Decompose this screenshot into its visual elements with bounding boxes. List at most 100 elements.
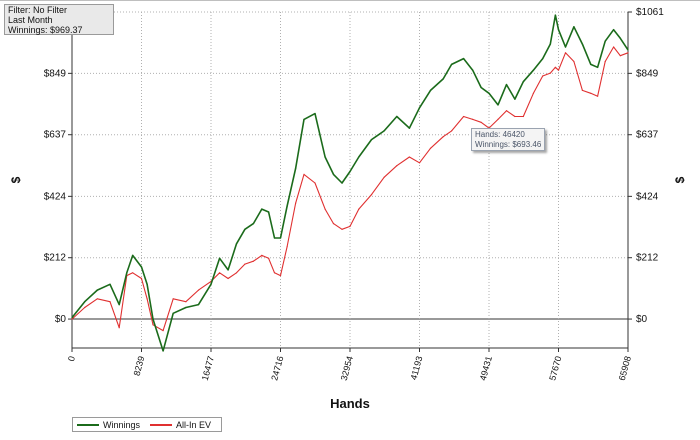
data-point-winnings (261, 208, 263, 210)
data-point-allin-ev (472, 118, 474, 120)
data-point-winnings (619, 37, 621, 39)
data-point-winnings (554, 14, 557, 16)
data-point-allin-ev (349, 225, 351, 227)
data-point-allin-ev (303, 173, 305, 175)
data-point-winnings (383, 130, 385, 132)
data-point-winnings (604, 40, 606, 42)
data-point-allin-ev (324, 208, 326, 210)
data-point-allin-ev (84, 306, 86, 309)
data-point-allin-ev (408, 156, 410, 158)
tooltip-hands: Hands: 46420 (475, 130, 525, 139)
data-point-allin-ev (132, 272, 134, 274)
data-point-winnings (96, 289, 98, 291)
data-point-allin-ev (396, 165, 398, 167)
data-point-winnings (370, 139, 373, 141)
data-point-allin-ev (172, 298, 174, 300)
data-point-winnings (140, 266, 143, 268)
hover-tooltip: Hands: 46420 Winnings: $693.46 (471, 128, 545, 151)
data-point-winnings (442, 78, 444, 80)
y-axis-title-left: $ (9, 176, 23, 183)
data-point-winnings (581, 43, 584, 45)
data-point-winnings (522, 81, 524, 83)
data-point-allin-ev (554, 66, 557, 68)
data-point-winnings (451, 63, 453, 65)
data-point-allin-ev (71, 318, 73, 320)
data-point-winnings (71, 317, 73, 319)
chart-legend: Winnings All-In EV (72, 417, 222, 432)
data-point-winnings (613, 29, 615, 31)
data-point-allin-ev (463, 115, 465, 118)
filter-info-box: Filter: No Filter Last Month Winnings: $… (4, 4, 114, 35)
data-point-winnings (472, 69, 474, 71)
data-point-winnings (118, 304, 120, 306)
data-point-allin-ev (480, 121, 482, 123)
data-point-winnings (408, 127, 410, 129)
period-text: Last Month (8, 15, 53, 25)
data-point-allin-ev (613, 46, 615, 48)
data-point-allin-ev (557, 69, 560, 71)
y-tick-label-left: $637 (44, 130, 67, 141)
data-point-allin-ev (146, 298, 148, 300)
legend-item-allin-ev[interactable]: All-In EV (150, 420, 211, 430)
data-point-allin-ev (140, 277, 143, 280)
data-point-winnings (162, 350, 164, 352)
data-point-winnings (252, 223, 254, 225)
data-point-winnings (358, 156, 360, 158)
data-point-winnings (349, 170, 351, 173)
data-point-allin-ev (451, 130, 453, 132)
data-point-allin-ev (286, 246, 288, 248)
y-tick-label-right: $0 (636, 314, 648, 325)
data-point-winnings (303, 118, 305, 120)
data-point-winnings (549, 43, 551, 45)
x-tick-label: 0 (66, 355, 77, 362)
data-point-winnings (597, 66, 599, 68)
series-lines (71, 14, 629, 352)
data-point-allin-ev (590, 92, 592, 94)
data-point-winnings (146, 283, 148, 285)
x-axis-title: Hands (330, 396, 370, 411)
data-point-allin-ev (573, 60, 575, 63)
data-point-allin-ev (162, 330, 164, 332)
data-point-winnings (279, 237, 282, 239)
data-point-allin-ev (549, 72, 551, 74)
axis-labels: $0 $0 $212 $212 $424 $424 $637 $637 $849 $849 $106… (9, 7, 687, 411)
data-point-winnings (463, 58, 465, 60)
y-tick-label-right: $424 (636, 191, 659, 202)
data-point-winnings (332, 173, 335, 175)
legend-swatch-allin-ev (150, 423, 173, 426)
data-point-allin-ev (273, 272, 276, 274)
tooltip-winnings: Winnings: $693.46 (475, 140, 542, 149)
data-point-winnings (573, 26, 575, 28)
data-point-allin-ev (370, 194, 373, 196)
data-point-allin-ev (152, 324, 154, 326)
data-point-winnings (210, 283, 212, 285)
data-point-winnings (235, 243, 238, 245)
data-point-winnings (514, 98, 516, 100)
top-border (0, 0, 700, 1)
data-point-winnings (244, 228, 246, 230)
data-point-allin-ev (597, 95, 599, 97)
legend-label-allin-ev: All-In EV (176, 419, 212, 430)
data-point-winnings (286, 205, 288, 207)
data-point-winnings (396, 115, 398, 118)
data-point-winnings (505, 84, 508, 86)
data-point-allin-ev (332, 223, 335, 225)
data-point-allin-ev (581, 89, 584, 91)
data-point-allin-ev (268, 257, 270, 259)
data-point-winnings (172, 312, 174, 314)
data-point-allin-ev (532, 92, 535, 94)
data-point-winnings (219, 257, 221, 259)
legend-swatch-winnings (77, 423, 99, 426)
y-tick-label-right: $849 (636, 68, 659, 79)
data-point-allin-ev (564, 52, 567, 54)
data-point-winnings (227, 269, 229, 271)
data-point-allin-ev (429, 147, 432, 149)
data-point-winnings (590, 63, 592, 65)
data-point-allin-ev (383, 176, 385, 178)
data-point-winnings (273, 237, 276, 239)
data-point-allin-ev (627, 52, 629, 54)
data-point-winnings (627, 49, 629, 51)
legend-item-winnings[interactable]: Winnings (77, 420, 140, 430)
data-point-winnings (84, 301, 86, 303)
